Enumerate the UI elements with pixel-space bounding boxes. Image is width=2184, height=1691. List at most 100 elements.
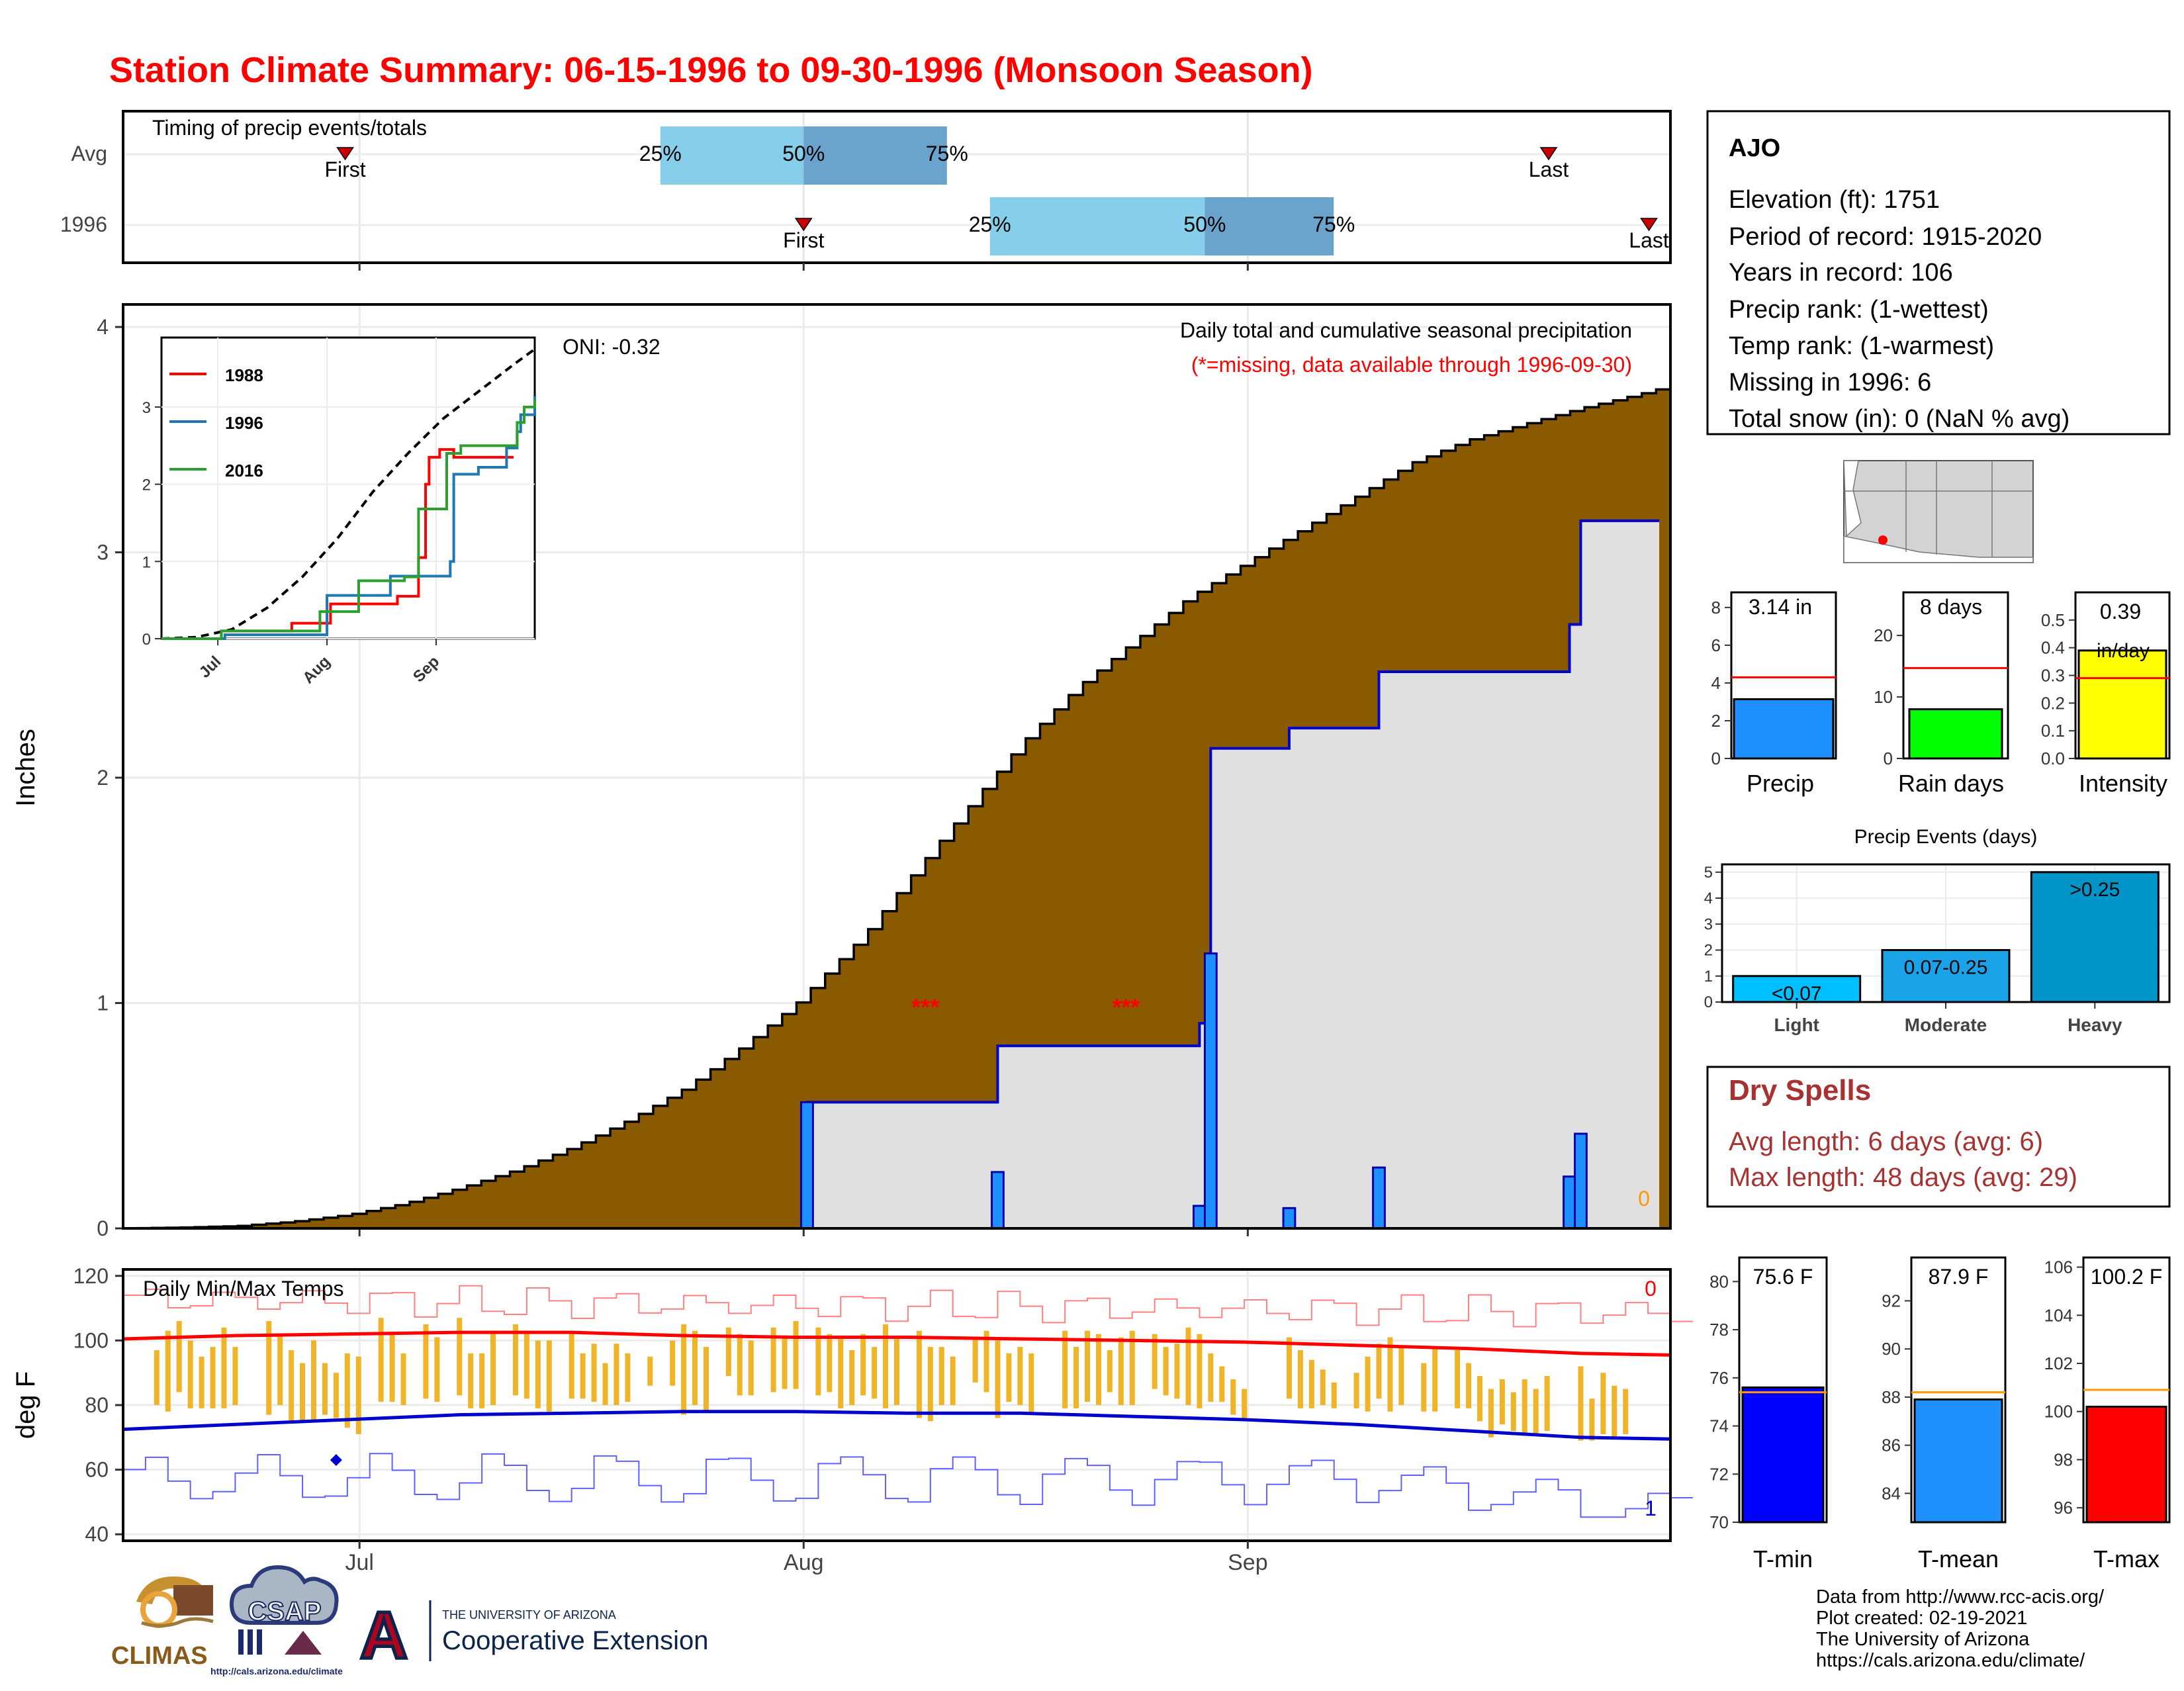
daily-temp-range-bar	[983, 1330, 989, 1393]
tmax-ytick-label: 96	[2054, 1498, 2073, 1518]
intensity-value-bar	[2077, 649, 2167, 760]
events-title: Precip Events (days)	[1854, 826, 2038, 848]
daily-precip-bar	[1203, 952, 1218, 1230]
tmean-value-bar	[1913, 1398, 2003, 1524]
daily-temp-range-bar	[546, 1340, 552, 1412]
cum-ytick-label: 0	[97, 1216, 109, 1240]
daily-temp-range-bar	[569, 1334, 574, 1399]
tmean-ytick-label: 84	[1882, 1483, 1901, 1503]
daily-temp-range-bar	[591, 1344, 597, 1402]
daily-temp-range-bar	[1432, 1347, 1438, 1412]
cumulative-frame	[122, 303, 1672, 1230]
daily-temp-range-bar	[355, 1356, 361, 1434]
missing-data-marker: ***	[1112, 993, 1140, 1021]
intensity-summary-chart: 0.0 0.1 0.2 0.3 0.4 0.5 0.39 in/day Intensity	[2041, 591, 2171, 797]
daily-temp-range-bar	[1174, 1344, 1180, 1399]
dry-spells-frame	[1706, 1066, 2171, 1208]
daily-temp-range-bar	[176, 1321, 182, 1393]
station-name: AJO	[1729, 134, 1780, 162]
daily-precip-bar	[1282, 1207, 1297, 1230]
tmin-ytick-label: 70	[1709, 1512, 1729, 1532]
dry-spells-box: Dry Spells Avg length: 6 days (avg: 6) M…	[1706, 1066, 2171, 1208]
events-category-light: Light	[1774, 1015, 1819, 1035]
events-bar-label-heavy: >0.25	[2070, 879, 2120, 901]
avg-tmin-line	[122, 1410, 1671, 1441]
intensity-xlabel: Intensity	[2079, 770, 2167, 797]
timing-bar-q50-q75	[803, 126, 947, 185]
daily-temp-range-bar	[793, 1321, 799, 1389]
tmean-ytick-label: 88	[1882, 1387, 1901, 1407]
daily-temp-range-bar	[423, 1324, 429, 1399]
daily-temp-range-bar	[1510, 1392, 1516, 1432]
timing-title: Timing of precip events/totals	[152, 116, 427, 140]
daily-precip-bar	[1563, 1175, 1576, 1230]
raindays-xlabel: Rain days	[1898, 770, 2004, 797]
ua-block-a-logo: A	[360, 1598, 408, 1672]
tmean-summary-chart: 84 86 88 90 92 87.9 F T-mean	[1882, 1256, 2007, 1573]
tmean-value-label: 87.9 F	[1929, 1265, 1989, 1289]
intensity-ytick-label: 0.3	[2041, 666, 2065, 686]
precip-value-label: 3.14 in	[1749, 595, 1812, 619]
daily-temp-range-bar	[1152, 1334, 1158, 1389]
daily-temp-range-bar	[883, 1324, 889, 1408]
daily-temp-range-bar	[938, 1347, 944, 1405]
daily-temp-range-bar	[1353, 1373, 1359, 1408]
timing-label-q75: 75%	[1312, 212, 1355, 236]
precip-value-bar	[1733, 698, 1835, 760]
tmin-xlabel: T-min	[1753, 1545, 1813, 1573]
intensity-ytick-label: 0.1	[2041, 721, 2065, 741]
inset-avg-line	[161, 347, 536, 640]
raindays-value-label: 8 days	[1920, 595, 1982, 619]
daily-temp-range-bar	[1017, 1347, 1023, 1405]
events-ytick-label: 4	[1704, 890, 1713, 907]
daily-temp-range-bar	[1421, 1363, 1427, 1412]
daily-temp-range-bar	[872, 1347, 878, 1399]
timing-label-q25: 25%	[969, 212, 1011, 236]
daily-temp-range-bar	[950, 1356, 956, 1405]
footer-plot-created: Plot created: 02-19-2021	[1816, 1608, 2027, 1629]
station-info-frame	[1706, 110, 2171, 435]
timing-label-last: Last	[1629, 228, 1669, 252]
daily-temp-range-bar	[490, 1330, 496, 1405]
daily-temp-range-bar	[154, 1350, 159, 1405]
daily-temp-range-bar	[1488, 1389, 1494, 1438]
timing-panel: Timing of precip events/totals Avg 1996 …	[60, 110, 1672, 271]
daily-temp-range-bar	[512, 1324, 518, 1396]
ua-name: THE UNIVERSITY OF ARIZONA	[442, 1608, 616, 1622]
daily-temp-range-bar	[703, 1347, 709, 1412]
daily-temp-range-bar	[894, 1337, 899, 1405]
cum-ytick-label: 1	[97, 991, 109, 1015]
timing-bar-q25-q50	[660, 126, 804, 185]
timing-label-q50: 50%	[782, 142, 825, 165]
min-record-count: 1	[1645, 1496, 1657, 1520]
dry-spells-max: Max length: 48 days (avg: 29)	[1729, 1163, 2077, 1192]
timing-bar-q25-q50	[989, 197, 1205, 255]
events-category-heavy: Heavy	[2068, 1015, 2122, 1035]
daily-temp-range-bar	[277, 1334, 283, 1405]
daily-temp-range-bar	[1095, 1334, 1101, 1405]
daily-temp-range-bar	[1129, 1330, 1135, 1405]
precip-events-chart: Precip Events (days) 0 1 2 3 4 5 <0.07 Light 0.0…	[1704, 826, 2171, 1035]
tmin-value-label: 75.6 F	[1753, 1265, 1813, 1289]
daily-temp-range-bar	[580, 1353, 586, 1399]
daily-temp-range-bar	[187, 1340, 193, 1408]
inset-ytick-label: 3	[142, 399, 151, 417]
record-high-line	[123, 1285, 1693, 1328]
timing-label-first: First	[324, 158, 365, 181]
csap-logo-url: http://cals.arizona.edu/climate	[210, 1666, 343, 1676]
dry-spells-title: Dry Spells	[1729, 1074, 1871, 1107]
daily-temp-range-bar	[1185, 1327, 1191, 1405]
daily-temp-range-bar	[1623, 1389, 1629, 1434]
daily-temp-range-bar	[916, 1330, 922, 1418]
daily-temp-range-bar	[1499, 1379, 1505, 1425]
daily-temp-range-bar	[535, 1340, 541, 1408]
daily-temp-range-bar	[210, 1347, 216, 1408]
cum-ytick-label: 3	[97, 541, 109, 565]
daily-temp-range-bar	[333, 1373, 339, 1418]
daily-temp-range-bar	[927, 1347, 933, 1422]
daily-temp-range-bar	[1320, 1369, 1326, 1405]
daily-temp-range-bar	[770, 1327, 776, 1393]
raindays-ytick-label: 10	[1874, 687, 1893, 707]
tmax-ytick-label: 102	[2044, 1353, 2073, 1373]
